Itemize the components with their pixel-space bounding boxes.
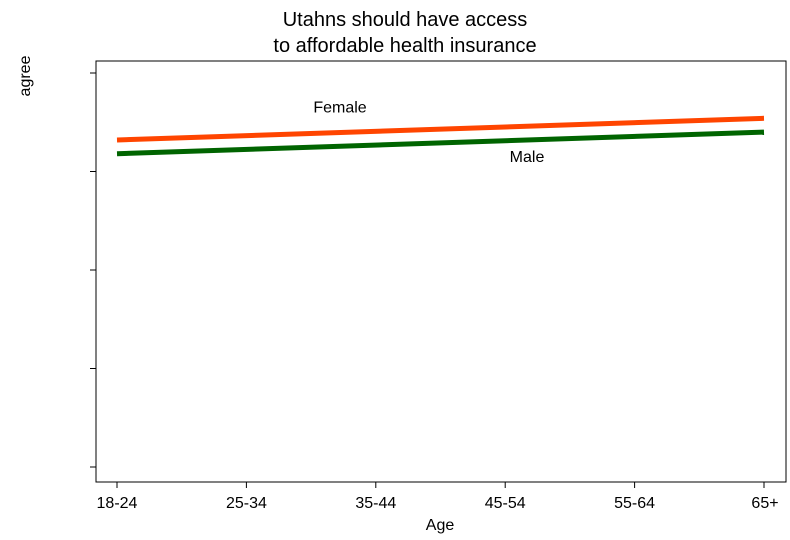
plot-area [95, 60, 787, 483]
x-tick-label: 35-44 [355, 495, 396, 512]
series-line-male [116, 129, 765, 157]
x-tick-label: 25-34 [226, 495, 267, 512]
series-label-female: Female [313, 100, 366, 117]
series-label-male: Male [510, 149, 545, 166]
y-axis-ticks [90, 72, 96, 468]
x-axis-label: Age [426, 517, 455, 534]
series-lines: Female Male [116, 100, 765, 166]
x-tick-label: 65+ [751, 495, 778, 512]
x-tick-label: 45-54 [485, 495, 526, 512]
x-axis-ticks: 18-24 25-34 35-44 45-54 55-64 65+ [97, 482, 779, 512]
series-line-female [116, 115, 765, 143]
chart-title-line-2: to affordable health insurance [273, 35, 536, 57]
x-tick-label: 18-24 [97, 495, 138, 512]
y-axis-label: agree [17, 55, 34, 96]
chart-title-line-1: Utahns should have access [283, 9, 528, 31]
x-tick-label: 55-64 [614, 495, 655, 512]
